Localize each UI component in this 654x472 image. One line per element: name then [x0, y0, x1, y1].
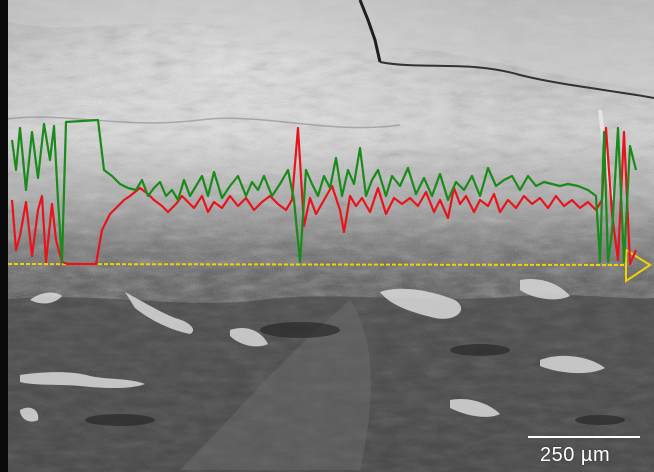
scale-bar-line: [528, 436, 640, 438]
scale-bar-label: 250 µm: [540, 444, 611, 466]
eds-trace-red: [10, 126, 638, 266]
scan-arrow: [625, 248, 652, 283]
eds-trace-green: [10, 118, 638, 264]
scan-line: [7, 263, 627, 266]
